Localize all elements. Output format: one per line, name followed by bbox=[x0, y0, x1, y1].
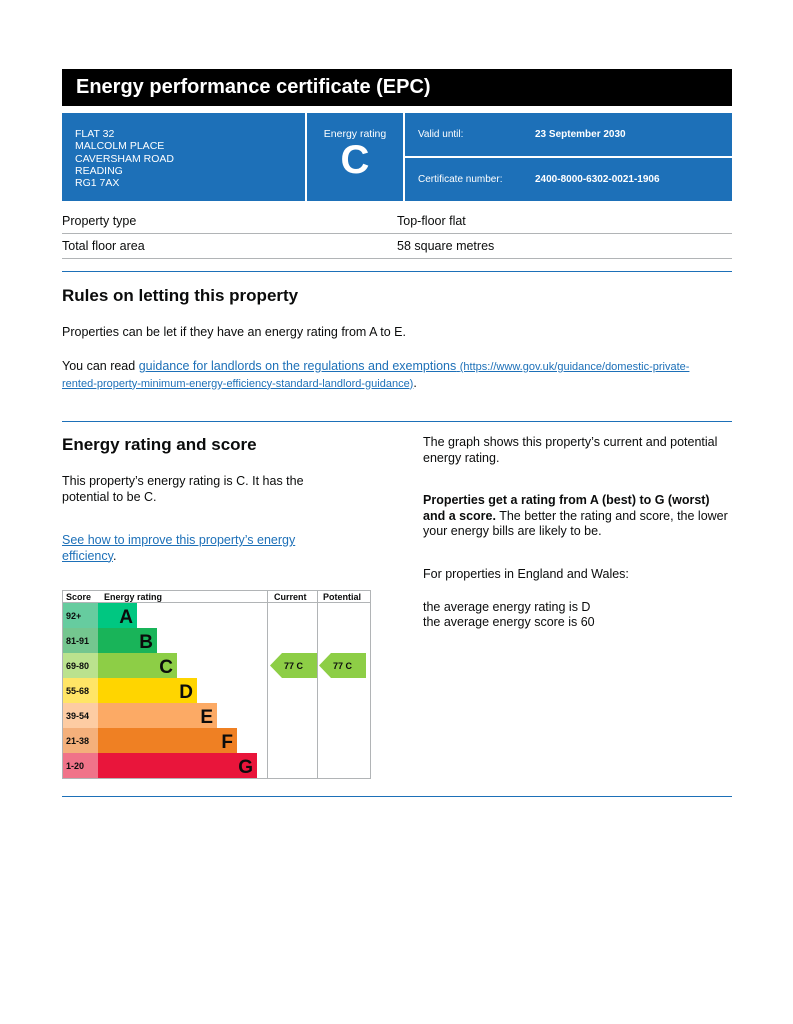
score-cell-D bbox=[63, 678, 98, 703]
guidance-link-url[interactable]: (https://www.gov.uk/guidance/domestic-pr… bbox=[62, 361, 690, 390]
valid-until-label: Valid until: bbox=[418, 129, 464, 140]
guidance-suffix: . bbox=[413, 375, 417, 390]
address-line: MALCOLM PLACE bbox=[75, 140, 165, 153]
certificate-number-label: Certificate number: bbox=[418, 174, 503, 185]
score-cell-A bbox=[63, 603, 98, 628]
divider bbox=[62, 421, 732, 422]
current-label: 77 C bbox=[284, 661, 304, 671]
page-title: Energy performance certificate (EPC) bbox=[62, 69, 732, 106]
divider bbox=[62, 271, 732, 272]
address-line: READING bbox=[75, 164, 123, 177]
rules-guidance: You can read guidance for landlords on t… bbox=[62, 359, 722, 392]
valid-until-value: 23 September 2030 bbox=[535, 129, 626, 140]
score-cell-E bbox=[63, 703, 98, 728]
header-energy-rating: Energy rating bbox=[104, 592, 162, 602]
energy-rating-chart: Score Energy rating Current Potential 92+ A 81… bbox=[62, 590, 371, 779]
address-line: CAVERSHAM ROAD bbox=[75, 152, 174, 165]
guidance-prefix: You can read bbox=[62, 359, 139, 373]
energy-rating-box: Energy rating C bbox=[307, 113, 403, 201]
score-cell-F bbox=[63, 728, 98, 753]
band-letter-D: D bbox=[179, 682, 193, 703]
score-label-D: 55-68 bbox=[66, 686, 89, 696]
valid-until: Valid until: 23 September 2030 bbox=[405, 113, 732, 156]
energy-rating-value: C bbox=[340, 138, 370, 182]
band-bar-A bbox=[98, 603, 137, 628]
band-bar-B bbox=[98, 628, 157, 653]
band-letter-G: G bbox=[238, 757, 253, 778]
floor-area-row: Total floor area 58 square metres bbox=[62, 234, 732, 259]
band-bar-E bbox=[98, 703, 217, 728]
header-current: Current bbox=[274, 592, 307, 602]
guidance-link-text[interactable]: guidance for landlords on the regulation… bbox=[138, 359, 457, 373]
band-bar-D bbox=[98, 678, 197, 703]
floor-area-value: 58 square metres bbox=[397, 239, 495, 253]
current-arrow bbox=[270, 653, 317, 678]
rules-text: Properties can be let if they have an en… bbox=[62, 325, 406, 339]
property-type-row: Property type Top-floor flat bbox=[62, 209, 732, 234]
improve-suffix: . bbox=[112, 548, 117, 563]
score-label-F: 21-38 bbox=[66, 736, 89, 746]
address-line: FLAT 32 bbox=[75, 128, 115, 140]
header-score: Score bbox=[66, 592, 91, 602]
band-letter-F: F bbox=[221, 732, 233, 753]
potential-arrow bbox=[319, 653, 366, 678]
score-text: This property’s energy rating is C. It h… bbox=[62, 474, 304, 504]
band-letter-B: B bbox=[139, 632, 153, 653]
score-label-A: 92+ bbox=[66, 611, 81, 621]
guidance-link[interactable]: guidance for landlords on the regulation… bbox=[62, 359, 689, 390]
score-heading: Energy rating and score bbox=[62, 435, 257, 454]
score-label-C: 69-80 bbox=[66, 661, 89, 671]
rules-heading: Rules on letting this property bbox=[62, 286, 299, 305]
band-letter-E: E bbox=[200, 707, 213, 728]
property-type-label: Property type bbox=[62, 214, 137, 228]
energy-rating-label: Energy rating bbox=[323, 128, 387, 140]
potential-label: 77 C bbox=[333, 661, 353, 671]
rating-explanation-text: The better the rating and score, the low… bbox=[423, 508, 728, 539]
band-bar-G bbox=[98, 753, 257, 778]
divider bbox=[62, 796, 732, 797]
improve-link[interactable]: See how to improve this property’s energ… bbox=[62, 533, 296, 563]
score-cell-B bbox=[63, 628, 98, 653]
average-rating: the average energy rating is D bbox=[423, 600, 591, 614]
score-cell-C bbox=[63, 653, 98, 678]
header-potential: Potential bbox=[323, 592, 361, 602]
band-bar-F bbox=[98, 728, 237, 753]
certificate-number: Certificate number: 2400-8000-6302-0021-… bbox=[405, 158, 732, 201]
band-letter-C: C bbox=[159, 657, 173, 678]
score-label-E: 39-54 bbox=[66, 711, 89, 721]
certificate-number-value: 2400-8000-6302-0021-1906 bbox=[535, 174, 660, 185]
score-cell-G bbox=[63, 753, 98, 778]
score-label-G: 1-20 bbox=[66, 761, 84, 771]
rating-explanation-bold: Properties get a rating from A (best) to… bbox=[423, 493, 710, 523]
region-text: For properties in England and Wales: bbox=[423, 567, 629, 581]
band-bar-C bbox=[98, 653, 177, 678]
average-score: the average energy score is 60 bbox=[423, 615, 595, 629]
score-label-B: 81-91 bbox=[66, 636, 89, 646]
band-letter-A: A bbox=[119, 607, 133, 628]
rating-explanation: Properties get a rating from A (best) to… bbox=[423, 493, 733, 540]
improve-paragraph: See how to improve this property’s energ… bbox=[62, 533, 332, 564]
property-type-value: Top-floor flat bbox=[397, 214, 466, 228]
address-line: RG1 7AX bbox=[75, 177, 120, 190]
graph-explanation: The graph shows this property’s current … bbox=[423, 435, 718, 465]
address-block: FLAT 32 MALCOLM PLACE CAVERSHAM ROAD REA… bbox=[62, 113, 305, 201]
floor-area-label: Total floor area bbox=[62, 239, 145, 253]
